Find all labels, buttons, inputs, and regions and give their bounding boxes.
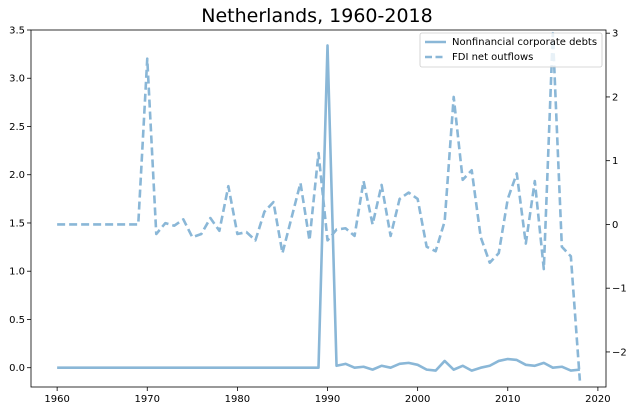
legend: Nonfinancial corporate debts FDI net out… <box>419 32 603 68</box>
x-tick-label: 2010 <box>495 394 520 405</box>
x-tick-label: 1960 <box>44 394 69 405</box>
right-y-axis: −2 −1 0 1 2 3 <box>606 29 627 358</box>
right-y-tick-label: −2 <box>612 347 627 358</box>
left-y-tick-label: 0.5 <box>9 315 25 326</box>
right-y-tick-label: 3 <box>612 29 618 40</box>
right-y-tick-label: 2 <box>612 92 618 103</box>
left-y-tick-label: 1.5 <box>9 218 25 229</box>
legend-label-nonfinancial-corporate-debts: Nonfinancial corporate debts <box>452 37 597 48</box>
right-y-tick-label: 1 <box>612 156 618 167</box>
series-lines <box>57 31 582 381</box>
left-y-tick-label: 2.0 <box>9 170 25 181</box>
left-y-tick-label: 0.0 <box>9 363 25 374</box>
x-tick-label: 1970 <box>135 394 160 405</box>
x-axis: 1960 1970 1980 1990 2000 2010 2020 <box>44 387 611 405</box>
legend-label-fdi-net-outflows: FDI net outflows <box>452 52 533 63</box>
x-tick-label: 1990 <box>315 394 340 405</box>
chart-title: Netherlands, 1960-2018 <box>201 5 432 27</box>
plot-frame <box>30 29 607 388</box>
x-tick-label: 2000 <box>405 394 430 405</box>
right-y-tick-label: 0 <box>612 220 618 231</box>
left-y-tick-label: 2.5 <box>9 122 25 133</box>
series-line-nonfinancial-corporate-debts <box>57 44 580 372</box>
left-y-tick-label: 3.0 <box>9 74 25 85</box>
x-tick-label: 1980 <box>225 394 250 405</box>
legend-box <box>419 32 603 68</box>
series-line-fdi-net-outflows <box>57 31 582 381</box>
right-y-tick-label: −1 <box>612 284 627 295</box>
left-y-tick-label: 3.5 <box>9 26 25 37</box>
left-y-axis: 0.0 0.5 1.0 1.5 2.0 2.5 3.0 3.5 <box>9 26 31 374</box>
left-y-tick-label: 1.0 <box>9 267 25 278</box>
x-tick-label: 2020 <box>585 394 610 405</box>
